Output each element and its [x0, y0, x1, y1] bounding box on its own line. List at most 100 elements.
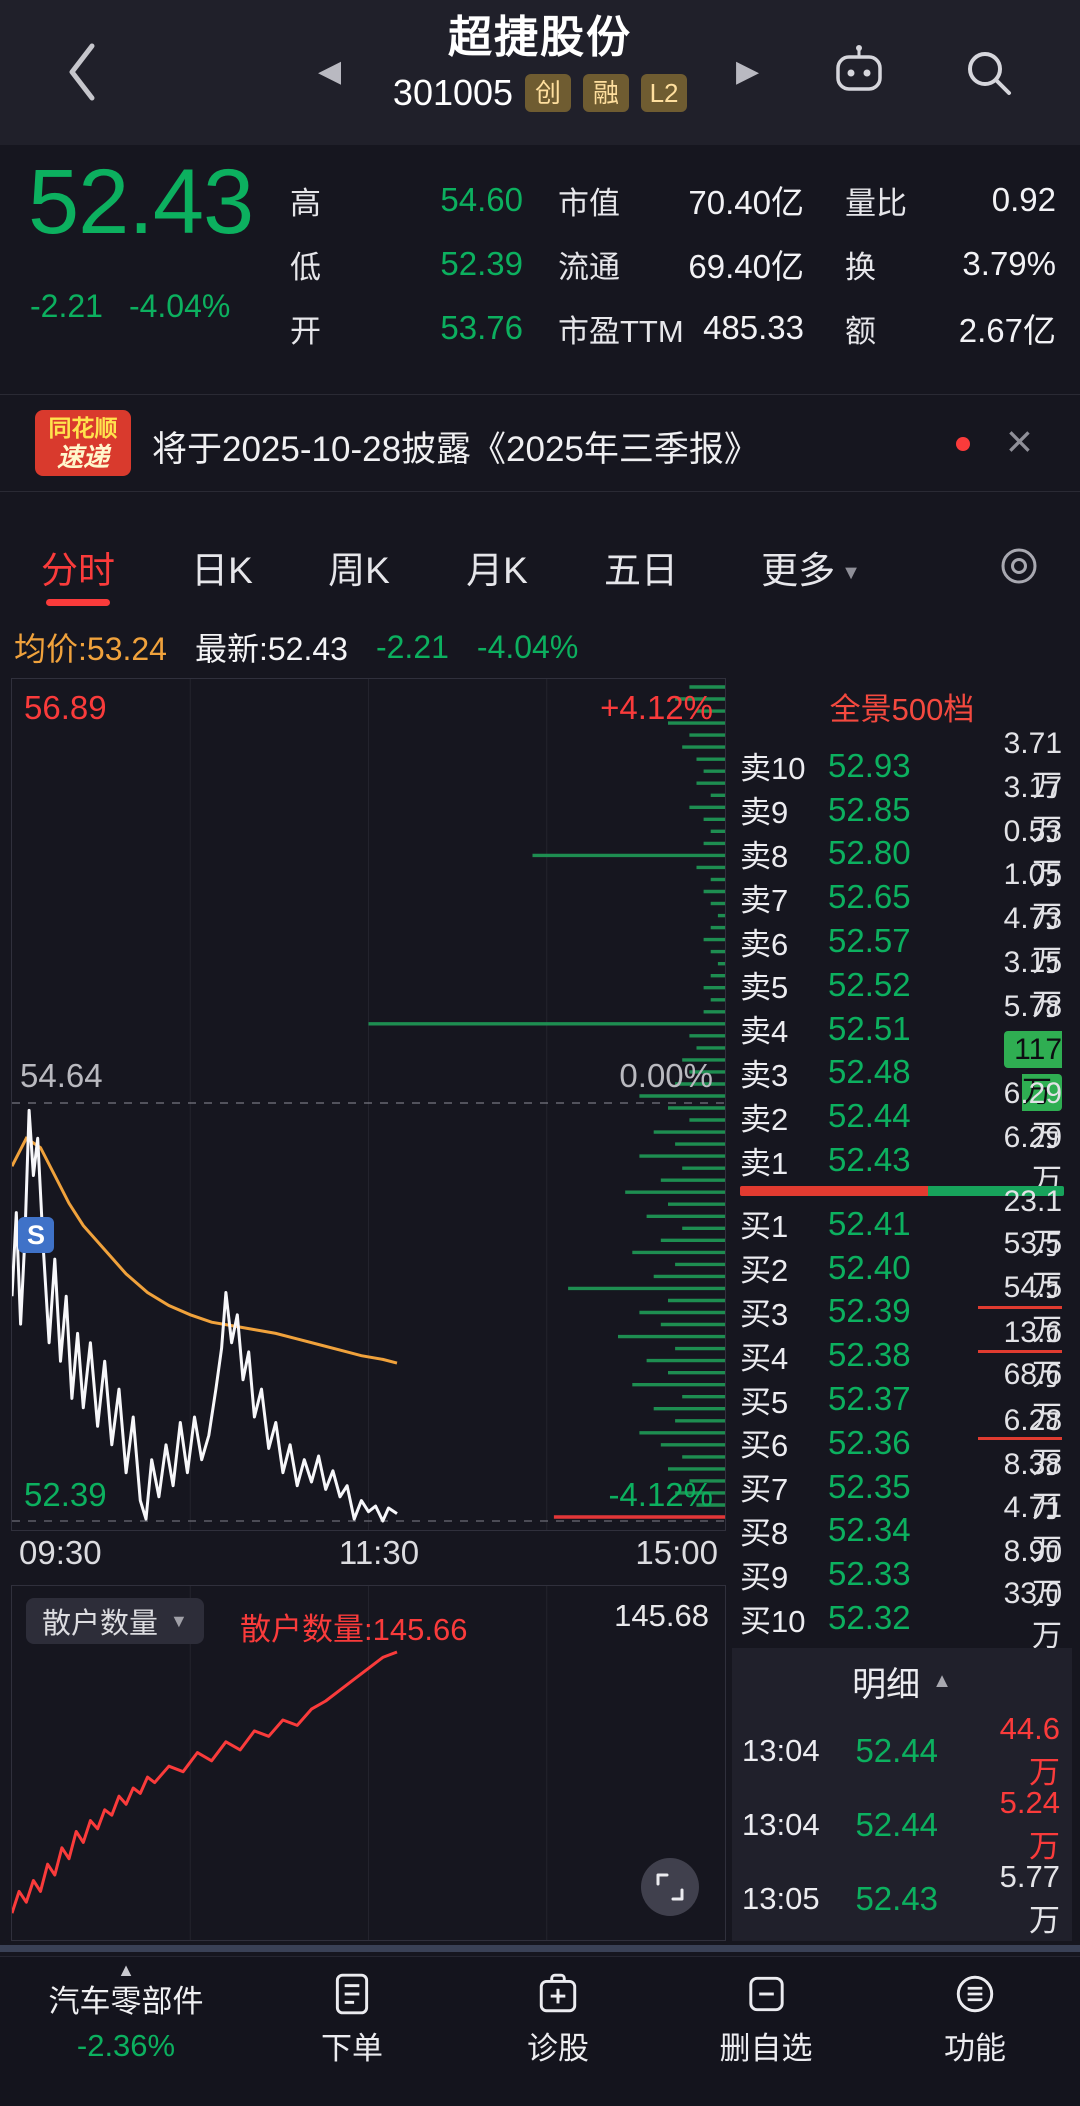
prev-stock-button[interactable]: ◀	[318, 55, 342, 88]
buy-order-row[interactable]: 买4 52.38 13.6万	[732, 1316, 1072, 1392]
quote-stat-row: 市盈TTM 485.33	[558, 296, 804, 360]
order-price: 52.93	[828, 746, 911, 784]
sell-order-row[interactable]: 卖1 52.43 6.29万	[732, 1121, 1072, 1197]
badge-chuang: 创	[525, 74, 572, 112]
order-price: 52.80	[828, 834, 911, 872]
details-header[interactable]: 明细 ▲	[732, 1648, 1072, 1714]
collapse-icon: ▲	[932, 1669, 952, 1692]
y-label-mid-price: 54.64	[20, 1057, 103, 1094]
order-level: 买1	[740, 1209, 789, 1245]
bottom-nav: ▲ 汽车零部件 -2.36% 下单 诊股	[0, 1956, 1080, 2106]
stock-subtitle-row: 301005 创 融 L2	[0, 72, 1080, 114]
sell-order-row[interactable]: 卖8 52.80 0.53万	[732, 815, 1072, 891]
stat-value: 69.40亿	[688, 248, 804, 285]
nav-place-order-button[interactable]: 下单	[321, 1971, 383, 2068]
buy-ratio-segment	[927, 1186, 1064, 1196]
order-volume: 33.0万	[978, 1577, 1062, 1660]
search-icon[interactable]	[962, 46, 1016, 100]
order-book-title[interactable]: 全景500档	[829, 692, 975, 727]
y-label-low-pct: -4.12%	[608, 1476, 713, 1513]
buy-order-row[interactable]: 买7 52.35 8.38万	[732, 1448, 1072, 1524]
order-level: 卖3	[740, 1057, 789, 1093]
news-logo[interactable]: 同花顺 速递	[35, 410, 131, 476]
back-button[interactable]	[62, 38, 102, 106]
chart-settings-icon[interactable]	[997, 544, 1041, 588]
buy-order-row[interactable]: 买9 52.33 8.90万	[732, 1535, 1072, 1611]
detail-time: 13:04	[742, 1733, 820, 1768]
price-change-row: -2.21 -4.04%	[30, 288, 230, 325]
sector-change: -2.36%	[76, 2028, 176, 2063]
stat-label: 市盈TTM	[558, 313, 684, 349]
detail-time: 13:04	[742, 1807, 820, 1842]
top-bar: ◀ 超捷股份 301005 创 融 L2 ▶	[0, 0, 1080, 145]
y-label-high-pct: +4.12%	[600, 689, 713, 726]
detail-price: 52.44	[855, 1732, 939, 1769]
nav-remove-watchlist-button[interactable]: 删自选	[720, 1971, 813, 2068]
tab-weekly-k[interactable]: 周K	[328, 550, 390, 591]
sell-order-row[interactable]: 卖9 52.85 3.17万	[732, 771, 1072, 847]
order-price: 52.39	[828, 1292, 911, 1330]
nav-functions-button[interactable]: 功能	[944, 1971, 1006, 2068]
trade-details-section: 明细 ▲ 13:04 52.44 44.6万 13:04 52.44 5.24万 13:05…	[732, 1648, 1072, 1941]
order-price: 52.34	[828, 1511, 911, 1549]
chevron-down-icon: ▼	[841, 561, 861, 584]
sell-order-row[interactable]: 卖5 52.52 3.15万	[732, 946, 1072, 1022]
active-tab-underline	[46, 599, 110, 606]
order-volume: 117万	[978, 1031, 1062, 1112]
tab-minute[interactable]: 分时	[41, 550, 115, 591]
sell-order-row[interactable]: 卖6 52.57 4.73万	[732, 902, 1072, 978]
indicator-chart-canvas	[12, 1586, 725, 1940]
order-volume: 3.71万	[1003, 726, 1062, 803]
sell-ratio-segment	[740, 1186, 928, 1196]
order-level: 买4	[740, 1340, 789, 1376]
news-close-button[interactable]: ×	[1006, 415, 1033, 467]
panel-resize-handle[interactable]	[0, 1945, 1080, 1952]
buy-order-row[interactable]: 买3 52.39 54.5万	[732, 1271, 1072, 1353]
remove-icon	[748, 1976, 784, 2012]
news-message[interactable]: 将于2025-10-28披露《2025年三季报》	[152, 430, 759, 469]
buy-order-row[interactable]: 买2 52.40 53.5万	[732, 1227, 1072, 1309]
stat-value: 54.60	[440, 181, 523, 218]
tab-daily-k[interactable]: 日K	[191, 550, 253, 591]
indicator-selector[interactable]: 散户数量 ▼	[26, 1598, 204, 1644]
y-label-low-price: 52.39	[24, 1476, 107, 1513]
buy-order-row[interactable]: 买1 52.41 23.1万	[732, 1185, 1072, 1261]
sell-order-row[interactable]: 卖7 52.65 1.05万	[732, 858, 1072, 934]
price-change-pct: -4.04%	[128, 288, 231, 324]
ai-assistant-icon[interactable]	[830, 42, 888, 100]
time-axis: 09:30 11:30 15:00	[11, 1534, 726, 1578]
buy-order-row[interactable]: 买10 52.32 33.0万	[732, 1577, 1072, 1660]
quote-stat-row: 高 54.60	[290, 168, 523, 232]
sell-order-row[interactable]: 卖3 52.48 117万	[732, 1031, 1072, 1112]
buy-order-row[interactable]: 买5 52.37 68.6万	[732, 1358, 1072, 1441]
order-level: 买9	[740, 1559, 789, 1595]
nav-diagnose-button[interactable]: 诊股	[527, 1971, 589, 2068]
stock-title: 超捷股份	[448, 13, 632, 62]
y-label-high-price: 56.89	[24, 689, 107, 726]
time-label-open: 09:30	[19, 1534, 102, 1571]
quote-col-2: 市值 70.40亿 流通 69.40亿 市盈TTM 485.33	[558, 168, 804, 360]
buy-sell-ratio-bar	[740, 1186, 1064, 1196]
minute-chart[interactable]: 56.89 +4.12% 54.64 0.00% 52.39 -4.12% S	[11, 678, 726, 1531]
sell-orders: 卖10 52.93 3.71万 卖9 52.85 3.17万 卖8 52.80 0.53万 卖7 5…	[732, 727, 1072, 1197]
sell-order-row[interactable]: 卖2 52.44 6.29万	[732, 1077, 1072, 1153]
tab-more[interactable]: 更多 ▼	[761, 540, 861, 594]
buy-orders: 买1 52.41 23.1万 买2 52.40 53.5万 买3 52.39 54.5万 买4 52…	[732, 1185, 1072, 1660]
buy-order-row[interactable]: 买6 52.36 6.28万	[732, 1404, 1072, 1480]
tab-five-day[interactable]: 五日	[604, 550, 678, 591]
tab-monthly-k[interactable]: 月K	[466, 550, 528, 591]
quote-stat-row: 量比 0.92	[845, 168, 1056, 232]
stat-label: 换	[845, 249, 876, 285]
buy-order-row[interactable]: 买8 52.34 4.71万	[732, 1491, 1072, 1567]
next-stock-button[interactable]: ▶	[736, 55, 760, 88]
sell-order-row[interactable]: 卖10 52.93 3.71万	[732, 727, 1072, 803]
details-rows: 13:04 52.44 44.6万 13:04 52.44 5.24万 13:05 52.43…	[732, 1711, 1072, 1938]
fullscreen-button[interactable]	[641, 1858, 699, 1916]
indicator-panel: 散户数量 ▼ 散户数量:145.66 145.68	[11, 1585, 726, 1941]
order-price: 52.52	[828, 965, 911, 1003]
sell-trade-marker: S	[18, 1217, 54, 1253]
order-price: 52.85	[828, 790, 911, 828]
order-level: 卖9	[740, 795, 789, 831]
sector-quick-button[interactable]: ▲ 汽车零部件 -2.36%	[28, 1957, 224, 2069]
